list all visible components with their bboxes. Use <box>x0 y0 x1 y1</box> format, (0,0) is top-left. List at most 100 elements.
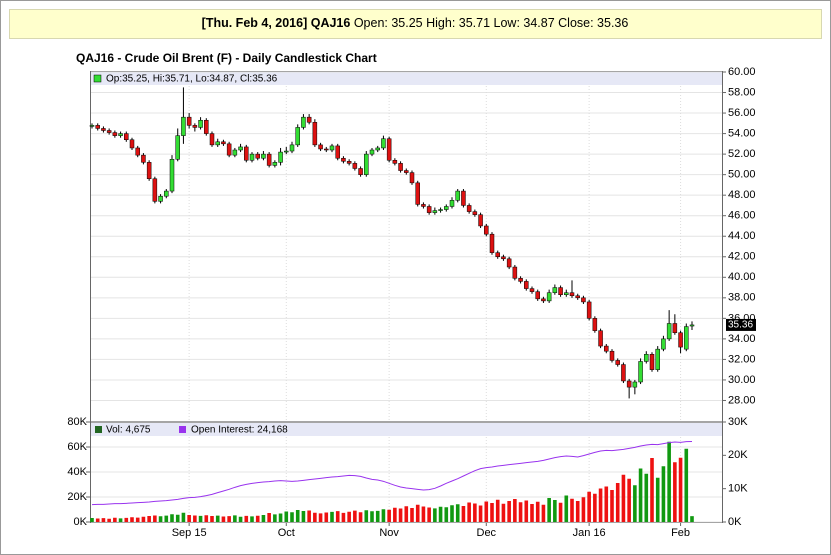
volume-bar <box>427 507 431 522</box>
candle-body <box>386 138 392 161</box>
candle-body <box>672 323 678 333</box>
volume-bar <box>587 491 591 522</box>
candle-body <box>604 345 609 352</box>
volume-bar <box>690 516 694 522</box>
candle-body <box>558 287 563 295</box>
candle-body <box>284 150 289 153</box>
candle-body <box>101 128 106 131</box>
volume-bar <box>364 510 369 522</box>
candle-body <box>186 116 192 126</box>
candle-body <box>232 149 238 156</box>
y-tick-label: 40.00 <box>728 271 756 283</box>
volume-bar <box>615 483 620 522</box>
candle-body <box>164 190 169 197</box>
candle-body <box>381 138 386 149</box>
candle-body <box>506 258 512 268</box>
volume-bar <box>130 517 134 522</box>
volume-bar <box>501 503 506 522</box>
candle-body <box>598 330 603 347</box>
volume-bar <box>633 485 637 522</box>
y-tick-label: 34.00 <box>728 333 756 345</box>
candle-body <box>249 153 255 161</box>
volume-bar <box>415 504 420 522</box>
candle-body <box>295 127 300 146</box>
volume-bar <box>490 503 494 522</box>
volume-bar <box>141 516 146 522</box>
volume-bar <box>604 486 609 522</box>
volume-bar <box>553 500 557 522</box>
volume-bar <box>593 493 597 522</box>
candle-body <box>146 162 152 180</box>
legend-swatch <box>95 426 102 433</box>
volume-bar <box>661 466 666 522</box>
candle-body <box>181 116 186 136</box>
volume-bar <box>170 514 174 522</box>
volume-bar <box>318 513 323 522</box>
candle-body <box>438 209 443 211</box>
candle-body <box>586 301 592 319</box>
price-flag-bg <box>726 318 756 331</box>
candle-body <box>266 153 272 166</box>
volume-bar <box>524 500 529 522</box>
volume-bar <box>581 497 586 522</box>
candle-body <box>318 144 323 150</box>
candle-body <box>421 204 426 207</box>
candle-body <box>626 380 632 388</box>
volume-bar <box>650 458 654 522</box>
volume-bar <box>621 474 626 522</box>
candle-body <box>649 354 655 370</box>
candle-body <box>564 292 569 295</box>
candle-body <box>358 168 363 175</box>
volume-bar <box>678 457 683 522</box>
volume-bar <box>381 509 386 522</box>
candle-body <box>512 266 518 279</box>
volume-bar <box>570 498 574 522</box>
candle-body <box>444 206 449 210</box>
candle-body <box>552 287 558 293</box>
candle-body <box>575 295 580 299</box>
volume-bar <box>673 462 677 522</box>
volume-bar <box>233 515 237 522</box>
price-flag: 35.36 <box>728 320 753 331</box>
y-tick-label: 40K <box>67 466 87 478</box>
volume-bar <box>655 477 660 522</box>
volume-bar <box>507 501 511 522</box>
y2-tick-label: 20K <box>728 449 748 461</box>
volume-bar <box>238 516 243 522</box>
candle-body <box>489 233 495 253</box>
y-tick-label: 46.00 <box>728 210 756 222</box>
volume-bar <box>158 516 163 522</box>
banner <box>9 9 822 39</box>
candle-body <box>678 332 683 348</box>
volume-legend: Vol: 4,675 <box>106 425 151 436</box>
candle-body <box>192 125 198 128</box>
volume-bar <box>301 511 306 522</box>
candle-body <box>581 297 586 303</box>
volume-bar <box>261 515 266 522</box>
volume-bar <box>90 518 94 522</box>
volume-bar <box>370 511 374 522</box>
candle-body <box>129 139 135 149</box>
volume-bar <box>135 517 140 522</box>
candle-body <box>689 324 695 327</box>
y2-tick-label: 10K <box>728 483 748 495</box>
volume-bar <box>610 490 614 522</box>
volume-bar <box>330 511 334 522</box>
candle-body <box>124 133 129 140</box>
volume-bar <box>530 504 534 522</box>
volume-bar <box>175 514 180 522</box>
y-tick-label: 60.00 <box>728 66 756 78</box>
volume-bar <box>358 512 363 522</box>
candle-body <box>495 252 500 258</box>
y-tick-label: 28.00 <box>728 394 756 406</box>
volume-bar <box>101 518 106 522</box>
candle-body <box>106 130 112 133</box>
volume-bar <box>393 507 397 522</box>
volume-bar <box>404 506 409 522</box>
banner-text: [Thu. Feb 4, 2016] QAJ16 Open: 35.25 Hig… <box>202 16 629 30</box>
candle-body <box>529 288 535 292</box>
candle-body <box>592 318 598 331</box>
y-tick-label: 20K <box>67 491 87 503</box>
candle-body <box>466 205 472 212</box>
